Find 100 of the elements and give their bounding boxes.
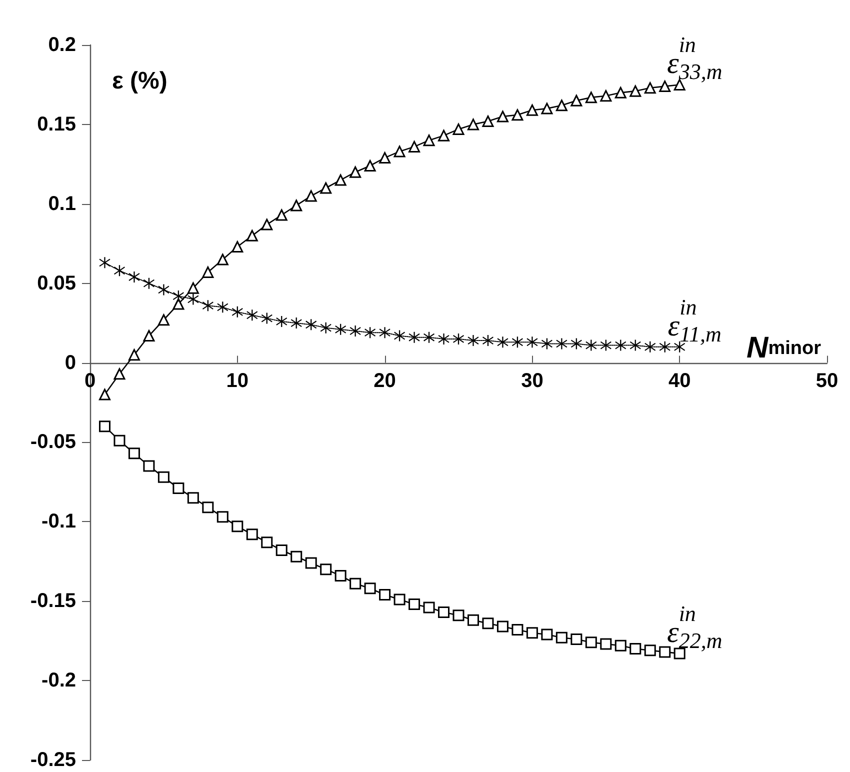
point xyxy=(158,314,170,326)
point xyxy=(556,338,568,350)
point xyxy=(261,218,273,230)
x-axis-title: Nminor xyxy=(746,331,822,364)
point xyxy=(438,333,450,344)
y-tick-label: 0.1 xyxy=(48,192,76,215)
y-tick-label: -0.2 xyxy=(42,670,76,692)
point xyxy=(172,290,184,302)
point xyxy=(320,564,332,576)
point xyxy=(570,94,582,106)
point xyxy=(98,388,110,400)
y-tick-label: 0 xyxy=(64,352,76,374)
point xyxy=(600,638,612,650)
y-tick-label: -0.05 xyxy=(30,431,76,454)
point xyxy=(482,335,494,346)
point xyxy=(541,628,553,640)
point xyxy=(305,190,317,202)
point xyxy=(408,598,420,610)
point xyxy=(482,116,494,128)
point xyxy=(261,536,273,548)
y-tick-label: -0.1 xyxy=(42,510,76,533)
point xyxy=(143,460,155,472)
point xyxy=(232,520,244,532)
point xyxy=(423,134,435,146)
point xyxy=(172,482,184,494)
point xyxy=(379,327,390,338)
point xyxy=(482,618,494,630)
point xyxy=(202,502,214,514)
y-tick-label: -0.25 xyxy=(30,749,76,771)
point xyxy=(659,341,670,352)
point xyxy=(128,349,140,361)
point xyxy=(187,492,199,504)
point xyxy=(276,544,288,556)
point xyxy=(556,100,568,112)
point xyxy=(232,306,243,318)
point xyxy=(350,326,361,336)
y-tick-label: 0.05 xyxy=(37,272,76,294)
point xyxy=(408,140,420,152)
point xyxy=(379,589,391,601)
point xyxy=(114,434,126,446)
point xyxy=(614,86,626,98)
point xyxy=(158,284,170,296)
point xyxy=(452,123,464,135)
point xyxy=(246,528,258,540)
x-tick-label: 30 xyxy=(521,370,544,392)
point xyxy=(128,271,140,282)
point xyxy=(496,620,508,632)
point xyxy=(468,335,479,346)
y-axis-title: ε (%) xyxy=(112,68,168,94)
point xyxy=(232,241,244,253)
point xyxy=(202,300,214,312)
point xyxy=(334,570,346,582)
point xyxy=(202,266,214,278)
point xyxy=(600,90,612,102)
point xyxy=(379,152,391,164)
point xyxy=(188,294,199,305)
point xyxy=(320,182,332,194)
point xyxy=(334,174,346,186)
point xyxy=(497,336,508,348)
point xyxy=(128,448,140,460)
point xyxy=(98,420,110,432)
point xyxy=(350,578,362,590)
point xyxy=(467,118,479,130)
point xyxy=(541,102,553,114)
x-tick-label: 50 xyxy=(816,370,838,392)
point xyxy=(158,471,170,483)
point xyxy=(114,368,126,380)
point xyxy=(644,644,656,656)
y-tick-label: 0.2 xyxy=(48,34,76,56)
point xyxy=(512,624,524,636)
point xyxy=(246,230,258,242)
point xyxy=(216,511,228,523)
x-tick-label: 20 xyxy=(374,370,396,392)
point xyxy=(630,643,642,655)
point xyxy=(290,200,302,212)
point xyxy=(659,80,671,92)
point xyxy=(424,332,435,343)
point xyxy=(526,336,538,348)
point xyxy=(570,633,582,645)
point xyxy=(496,110,508,122)
y-tick-label: 0.15 xyxy=(37,113,76,136)
point xyxy=(644,82,656,94)
point xyxy=(556,632,568,644)
point xyxy=(290,550,302,562)
point xyxy=(216,254,228,266)
point xyxy=(467,614,479,626)
point xyxy=(452,610,464,622)
point xyxy=(526,627,538,639)
x-tick-label: 10 xyxy=(226,370,249,392)
point xyxy=(143,330,155,342)
point xyxy=(172,298,184,310)
point xyxy=(438,606,450,618)
point xyxy=(659,646,671,658)
y-tick-label: -0.15 xyxy=(30,590,76,612)
point xyxy=(408,332,420,343)
point xyxy=(394,594,406,606)
x-tick-label: 40 xyxy=(668,370,691,392)
point xyxy=(512,109,524,121)
point xyxy=(350,166,362,178)
point xyxy=(585,636,597,648)
